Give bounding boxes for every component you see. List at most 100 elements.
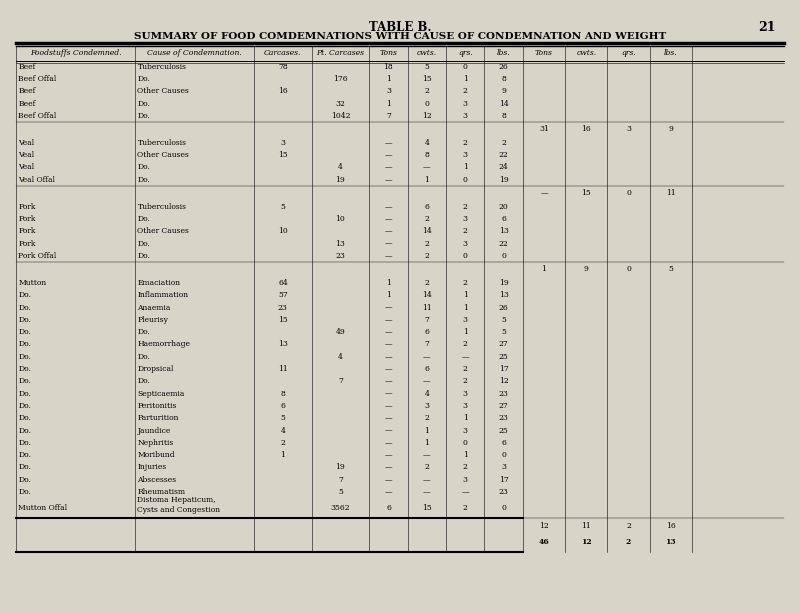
Text: 19: 19 xyxy=(336,463,346,471)
Text: Beef Offal: Beef Offal xyxy=(18,112,57,120)
Text: 3: 3 xyxy=(462,476,468,484)
Text: Tuberculosis: Tuberculosis xyxy=(138,203,186,211)
Text: 2: 2 xyxy=(463,463,468,471)
Text: Abscesses: Abscesses xyxy=(138,476,177,484)
Text: —: — xyxy=(385,151,392,159)
Text: —: — xyxy=(385,365,392,373)
Text: —: — xyxy=(385,139,392,147)
Text: —: — xyxy=(385,390,392,398)
Text: lbs.: lbs. xyxy=(664,49,678,57)
Text: 6: 6 xyxy=(281,402,286,410)
Text: Veal: Veal xyxy=(18,164,34,172)
Text: 15: 15 xyxy=(278,151,288,159)
Text: Do.: Do. xyxy=(18,402,31,410)
Text: Do.: Do. xyxy=(18,328,31,336)
Text: Do.: Do. xyxy=(138,240,150,248)
Text: 31: 31 xyxy=(539,126,549,134)
Text: 8: 8 xyxy=(281,390,286,398)
Text: 1: 1 xyxy=(463,75,468,83)
Text: Pork: Pork xyxy=(18,227,36,235)
Text: Do.: Do. xyxy=(18,316,31,324)
Text: SUMMARY OF FOOD COMDEMNATIONS WITH CAUSE OF CONDEMNATION AND WEIGHT: SUMMARY OF FOOD COMDEMNATIONS WITH CAUSE… xyxy=(134,32,666,41)
Text: 57: 57 xyxy=(278,291,288,299)
Text: 19: 19 xyxy=(499,176,509,184)
Text: 49: 49 xyxy=(336,328,346,336)
Text: Do.: Do. xyxy=(18,303,31,311)
Text: 1: 1 xyxy=(425,439,430,447)
Text: 8: 8 xyxy=(425,151,430,159)
Text: Pt. Carcases: Pt. Carcases xyxy=(317,49,365,57)
Text: —: — xyxy=(385,203,392,211)
Text: 2: 2 xyxy=(463,139,468,147)
Text: 78: 78 xyxy=(278,63,288,70)
Text: 1: 1 xyxy=(425,176,430,184)
Text: lbs.: lbs. xyxy=(497,49,510,57)
Text: 32: 32 xyxy=(335,99,346,107)
Text: 3: 3 xyxy=(626,126,631,134)
Text: 1: 1 xyxy=(386,75,391,83)
Text: —: — xyxy=(462,488,469,496)
Text: 26: 26 xyxy=(499,303,509,311)
Text: 21: 21 xyxy=(758,21,776,34)
Text: Do.: Do. xyxy=(18,365,31,373)
Text: 7: 7 xyxy=(386,112,391,120)
Text: 12: 12 xyxy=(499,378,509,386)
Text: Other Causes: Other Causes xyxy=(138,151,190,159)
Text: Dropsical: Dropsical xyxy=(138,365,174,373)
Text: 23: 23 xyxy=(278,303,288,311)
Text: 5: 5 xyxy=(281,203,286,211)
Text: Tons: Tons xyxy=(379,49,398,57)
Text: 13: 13 xyxy=(498,227,509,235)
Text: 9: 9 xyxy=(584,265,589,273)
Text: —: — xyxy=(462,353,469,361)
Text: —: — xyxy=(385,176,392,184)
Text: 0: 0 xyxy=(626,189,631,197)
Text: Do.: Do. xyxy=(138,75,150,83)
Text: Do.: Do. xyxy=(138,378,150,386)
Text: 13: 13 xyxy=(498,291,509,299)
Text: —: — xyxy=(385,476,392,484)
Text: 15: 15 xyxy=(582,189,591,197)
Text: —: — xyxy=(385,427,392,435)
Text: —: — xyxy=(385,240,392,248)
Text: 10: 10 xyxy=(336,215,346,223)
Text: —: — xyxy=(385,488,392,496)
Text: qrs.: qrs. xyxy=(458,49,473,57)
Text: 9: 9 xyxy=(668,126,673,134)
Text: 3: 3 xyxy=(462,316,468,324)
Text: 16: 16 xyxy=(582,126,591,134)
Text: Mutton Offal: Mutton Offal xyxy=(18,504,67,512)
Text: 27: 27 xyxy=(499,402,509,410)
Text: Pork: Pork xyxy=(18,215,36,223)
Text: 5: 5 xyxy=(281,414,286,422)
Text: Emaciation: Emaciation xyxy=(138,279,181,287)
Text: Veal: Veal xyxy=(18,139,34,147)
Text: 2: 2 xyxy=(425,463,430,471)
Text: 2: 2 xyxy=(425,252,430,260)
Text: —: — xyxy=(385,340,392,348)
Text: Veal: Veal xyxy=(18,151,34,159)
Text: 23: 23 xyxy=(498,488,509,496)
Text: Beef: Beef xyxy=(18,87,36,95)
Text: Pork: Pork xyxy=(18,240,36,248)
Text: Septicaemia: Septicaemia xyxy=(138,390,185,398)
Text: Tuberculosis: Tuberculosis xyxy=(138,139,186,147)
Text: 3: 3 xyxy=(386,87,391,95)
Text: 2: 2 xyxy=(463,504,468,512)
Text: 19: 19 xyxy=(336,176,346,184)
Text: 25: 25 xyxy=(499,353,509,361)
Text: 1: 1 xyxy=(463,328,468,336)
Text: 0: 0 xyxy=(502,504,506,512)
Text: Rheumatism: Rheumatism xyxy=(138,488,186,496)
Text: 2: 2 xyxy=(425,240,430,248)
Text: Do.: Do. xyxy=(18,378,31,386)
Text: 11: 11 xyxy=(666,189,675,197)
Text: 2: 2 xyxy=(463,279,468,287)
Text: 7: 7 xyxy=(338,476,343,484)
Text: —: — xyxy=(385,402,392,410)
Text: 2: 2 xyxy=(425,87,430,95)
Text: 7: 7 xyxy=(425,340,430,348)
Text: 15: 15 xyxy=(422,504,432,512)
Text: —: — xyxy=(385,252,392,260)
Text: 15: 15 xyxy=(278,316,288,324)
